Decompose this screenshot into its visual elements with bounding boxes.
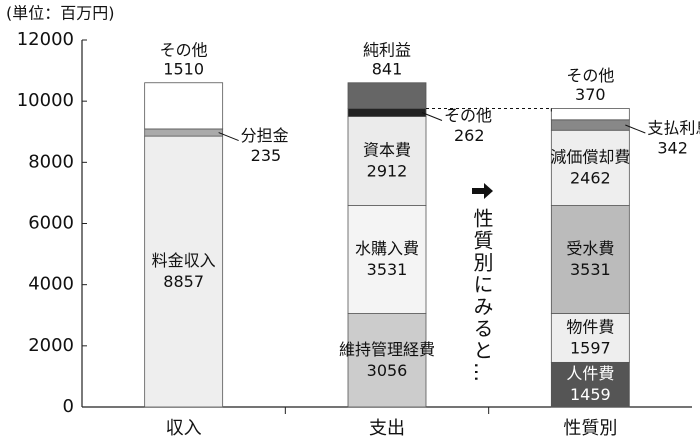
y-tick-label: 10000 <box>17 90 74 111</box>
segment-label: 物件費 <box>566 317 614 336</box>
value-label: 1510 <box>163 59 204 78</box>
bar-segment <box>550 108 630 121</box>
bar-segment <box>144 135 224 408</box>
value-label: 8857 <box>163 272 204 291</box>
segment-label: 受水費 <box>566 239 614 258</box>
value-label: 1597 <box>570 338 611 357</box>
leader-line <box>421 112 443 121</box>
x-tick-label: 性質別 <box>563 418 617 439</box>
bar-segment <box>550 205 630 314</box>
segment-label: 人件費 <box>566 364 614 383</box>
value-label: 235 <box>251 146 282 165</box>
bar-segment <box>550 129 630 206</box>
y-tick-label: 8000 <box>28 151 74 172</box>
leader-line <box>218 132 239 141</box>
value-label: 1459 <box>570 385 611 404</box>
value-label: 3531 <box>570 260 611 279</box>
segment-label: 純利益 <box>363 40 411 59</box>
bar-segment <box>550 361 630 408</box>
bar-segment <box>347 108 427 117</box>
bar-segment <box>550 313 630 363</box>
y-tick-label: 4000 <box>28 274 74 295</box>
segment-label: 維持管理経費 <box>339 340 435 359</box>
bar-segment <box>347 313 427 408</box>
value-label: 2912 <box>367 162 408 181</box>
segment-label: 水購入費 <box>355 239 419 258</box>
segment-label: 減価償却費 <box>550 147 630 166</box>
segment-label: 料金収入 <box>152 251 216 270</box>
value-label: 841 <box>372 59 403 78</box>
value-label: 3531 <box>367 260 408 279</box>
segment-label: その他 <box>444 106 492 125</box>
bar-segment <box>550 119 630 131</box>
bar-segment <box>144 82 224 130</box>
bar-segment <box>144 128 224 137</box>
y-tick-label: 0 <box>63 396 74 417</box>
arrow <box>472 183 493 199</box>
leader-line <box>625 124 646 134</box>
segment-label: その他 <box>160 40 208 59</box>
annotation: 性質別にみると… <box>470 208 494 384</box>
segment-label: 資本費 <box>363 141 411 160</box>
unit-label: (単位：百万円) <box>6 4 115 23</box>
value-label: 262 <box>454 126 485 145</box>
y-tick-label: 6000 <box>28 213 74 234</box>
value-label: 370 <box>575 85 606 104</box>
bar-segment <box>347 82 427 109</box>
y-tick-label: 12000 <box>17 29 74 50</box>
x-tick-label: 支出 <box>369 418 405 439</box>
segment-label: 支払利息 <box>647 119 700 138</box>
value-label: 2462 <box>570 168 611 187</box>
segment-label: 分担金 <box>241 126 289 145</box>
y-tick-label: 2000 <box>28 335 74 356</box>
x-tick-label: 収入 <box>166 418 202 439</box>
value-label: 3056 <box>367 361 408 380</box>
segment-label: その他 <box>566 66 614 85</box>
value-label: 342 <box>657 139 688 158</box>
